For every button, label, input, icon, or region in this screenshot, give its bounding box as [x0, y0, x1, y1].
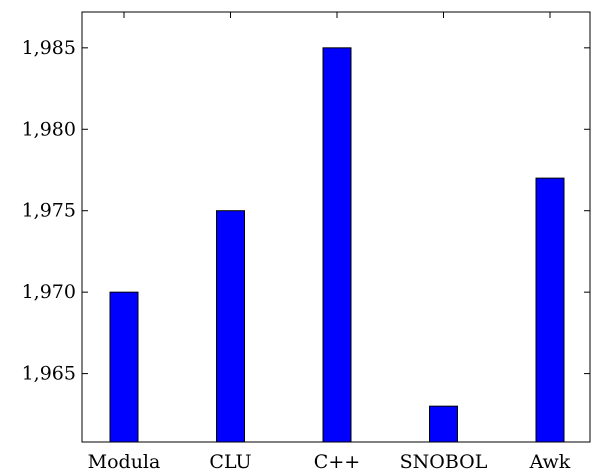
bar-series — [109, 47, 565, 443]
x-tick-label: SNOBOL — [400, 451, 488, 473]
x-tick-label: Awk — [529, 451, 571, 473]
bar-snobol — [429, 405, 458, 443]
bar-clu — [216, 210, 245, 443]
x-tick-label: CLU — [209, 451, 251, 473]
y-tick-label: 1,965 — [22, 363, 76, 385]
y-tick-label: 1,970 — [22, 281, 76, 303]
x-tick-label: C++ — [314, 451, 360, 473]
bar-modula — [109, 291, 139, 443]
bar-c- — [322, 47, 352, 443]
y-axis: 1,965 1,970 1,975 1,980 1,985 — [22, 37, 590, 385]
x-tick-label: Modula — [88, 451, 161, 473]
bar-awk — [535, 177, 565, 443]
y-tick-label: 1,980 — [22, 118, 76, 140]
x-axis: Modula CLU C++ SNOBOL Awk — [88, 12, 571, 473]
y-tick-label: 1,975 — [22, 200, 76, 222]
y-tick-label: 1,985 — [22, 37, 76, 59]
